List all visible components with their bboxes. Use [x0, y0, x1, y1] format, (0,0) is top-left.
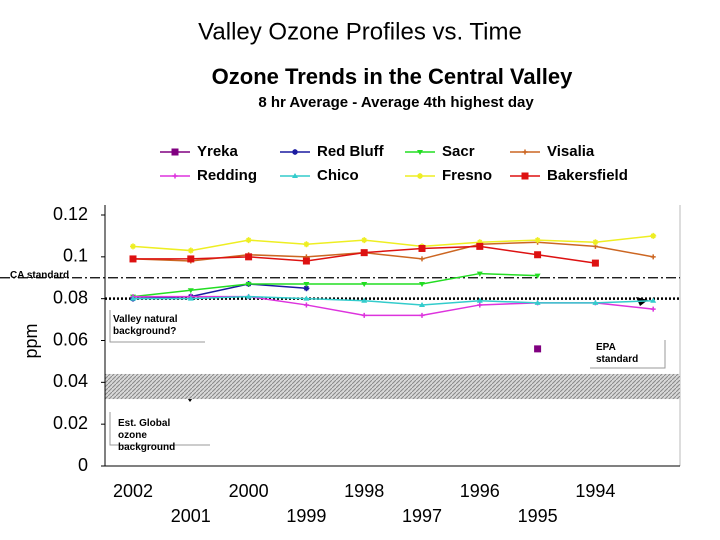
chart-subtitle: 8 hr Average - Average 4th highest day	[258, 94, 534, 111]
point	[187, 288, 194, 294]
legend-marker	[171, 148, 179, 156]
point	[245, 282, 252, 288]
point	[245, 293, 252, 299]
point	[303, 302, 309, 308]
y-tick-label: 0.04	[53, 371, 88, 391]
x-tick-label: 2002	[113, 481, 153, 501]
series-line	[132, 272, 538, 298]
legend-marker	[417, 173, 423, 179]
point	[534, 237, 541, 244]
point	[476, 239, 483, 246]
point	[534, 299, 541, 305]
legend-marker	[292, 149, 298, 155]
point	[419, 256, 425, 262]
legend-marker	[521, 172, 529, 180]
x-tick-label: 2001	[171, 506, 211, 526]
series-line	[132, 283, 307, 300]
legend-marker	[522, 149, 528, 155]
point	[476, 297, 483, 303]
x-tick-label: 1997	[402, 506, 442, 526]
point	[245, 237, 252, 244]
background-band	[105, 373, 680, 400]
y-tick-label: 0	[78, 455, 88, 475]
y-tick-label: 0.1	[63, 246, 88, 266]
legend-label: Chico	[317, 167, 359, 184]
point	[650, 297, 657, 303]
x-tick-label: 1998	[344, 481, 384, 501]
legend-label: Yreka	[197, 143, 239, 160]
legend-marker	[417, 150, 423, 155]
x-tick-label: 2000	[229, 481, 269, 501]
legend-label: Fresno	[442, 167, 492, 184]
point	[361, 312, 367, 318]
point	[303, 295, 310, 301]
point	[245, 253, 253, 261]
legend-marker	[172, 173, 178, 179]
point	[303, 285, 310, 292]
point	[592, 299, 599, 305]
y-tick-label: 0.12	[53, 204, 88, 224]
point	[419, 312, 425, 318]
note-bracket	[109, 412, 210, 446]
x-tick-label: 1994	[575, 481, 615, 501]
reference-label: CA standard	[10, 270, 70, 281]
point	[302, 257, 310, 265]
point	[187, 295, 194, 301]
legend-label: Sacr	[442, 143, 475, 160]
series-line	[132, 235, 654, 252]
legend-label: Bakersfield	[547, 167, 628, 184]
point	[130, 243, 136, 250]
point	[303, 282, 310, 288]
point	[361, 237, 368, 244]
point	[360, 249, 368, 257]
point	[592, 239, 599, 246]
point	[129, 255, 137, 263]
point	[187, 247, 194, 254]
chart-title: Ozone Trends in the Central Valley	[212, 64, 573, 89]
y-tick-label: 0.08	[53, 287, 88, 307]
reference-label: EPA standard	[596, 342, 639, 365]
slide-title: Valley Ozone Profiles vs. Time	[198, 18, 522, 45]
point	[419, 282, 425, 288]
point	[650, 306, 656, 312]
legend-label: Redding	[197, 167, 257, 184]
series-line	[133, 295, 654, 306]
legend-marker	[292, 173, 298, 178]
y-tick-label: 0.02	[53, 413, 88, 433]
point	[361, 282, 368, 288]
point	[418, 244, 426, 252]
point	[476, 271, 483, 277]
point	[534, 273, 541, 279]
point	[130, 295, 136, 301]
point	[534, 251, 542, 259]
y-axis-label: ppm	[21, 323, 41, 358]
x-tick-label: 1999	[286, 506, 326, 526]
note-bracket	[590, 340, 666, 369]
point	[476, 242, 484, 250]
legend-label: Visalia	[547, 143, 595, 160]
point	[477, 302, 483, 308]
x-tick-label: 1995	[518, 506, 558, 526]
point	[650, 254, 656, 260]
annotation: Valley natural background?	[113, 314, 178, 337]
point	[650, 232, 657, 239]
y-tick-label: 0.06	[53, 329, 88, 349]
point	[419, 301, 425, 307]
point	[534, 345, 542, 353]
point	[303, 241, 310, 248]
point	[361, 297, 368, 303]
point	[187, 255, 195, 263]
legend-label: Red Bluff	[317, 143, 385, 160]
note-bracket	[109, 310, 205, 343]
annotation: Est. Global ozone background	[118, 418, 176, 453]
point	[591, 259, 599, 267]
x-tick-label: 1996	[460, 481, 500, 501]
